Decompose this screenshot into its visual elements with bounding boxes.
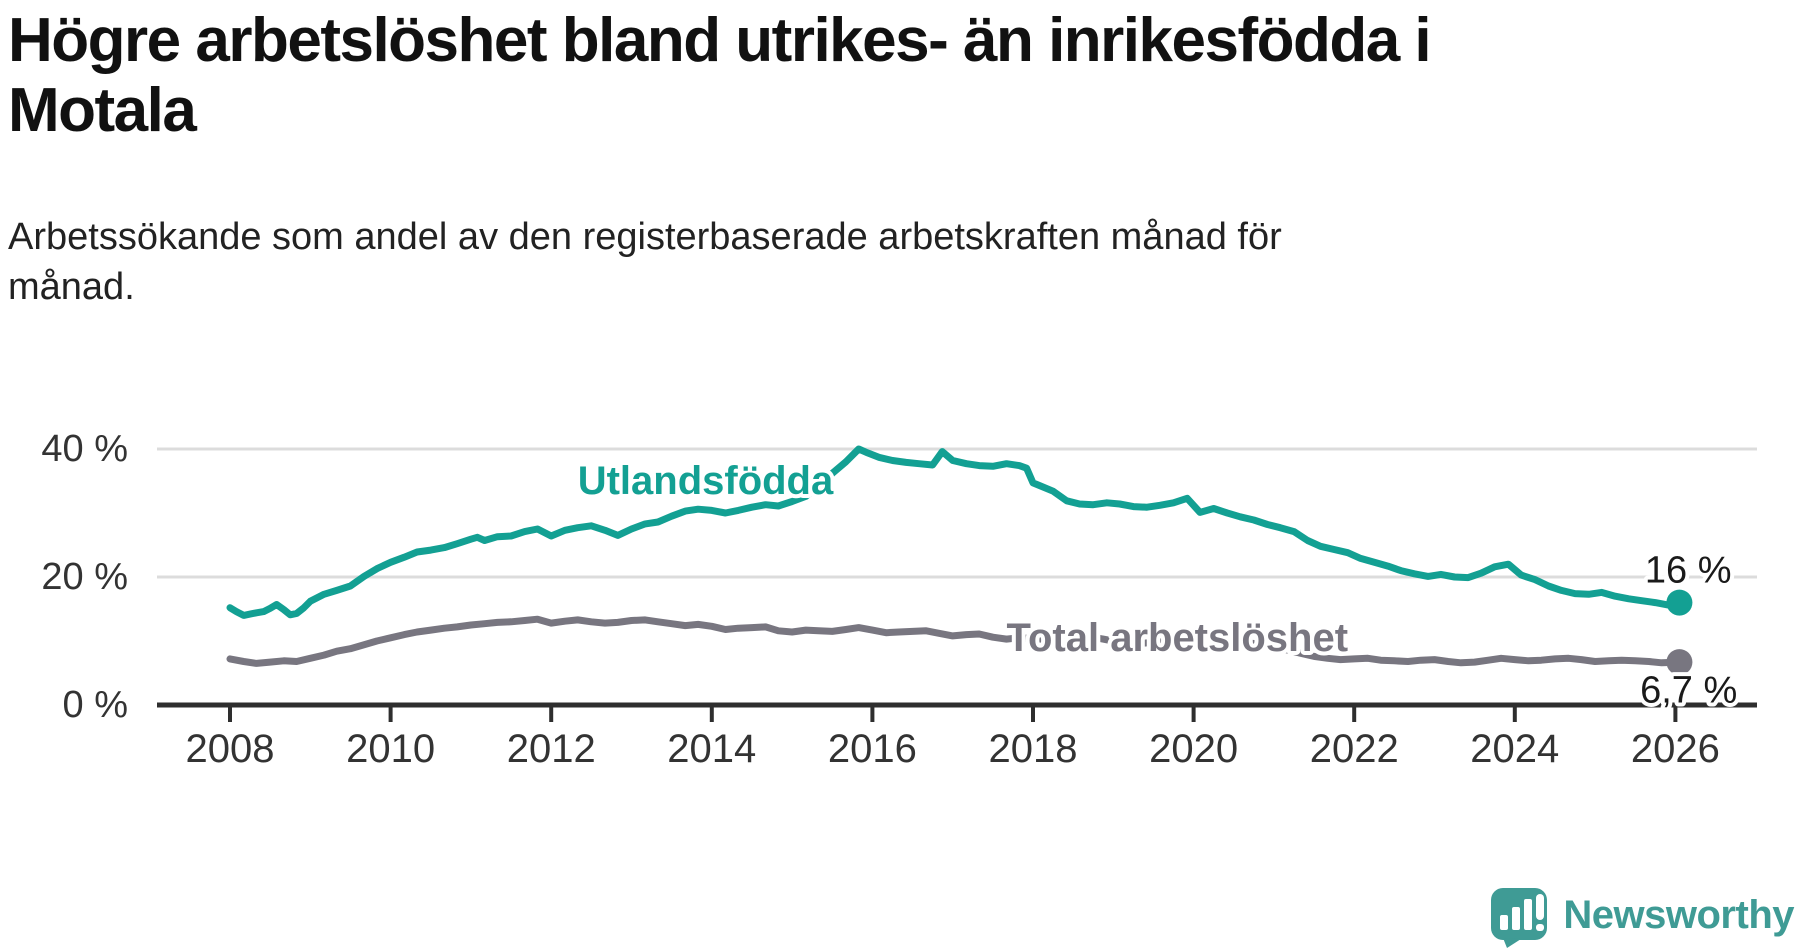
y-tick-label-20: 20 % <box>41 556 128 598</box>
logo-exclamation-stem <box>1536 894 1545 920</box>
brand-name: Newsworthy <box>1563 892 1794 937</box>
x-tick-label-2026: 2026 <box>1631 727 1720 771</box>
series-label-0: Utlandsfödda <box>578 459 834 503</box>
y-tick-label-0: 0 % <box>63 684 128 726</box>
x-tick-label-2022: 2022 <box>1310 727 1399 771</box>
page-subtitle-line-1: Arbetssökande som andel av den registerb… <box>8 216 1282 258</box>
x-tick-label-2012: 2012 <box>507 727 596 771</box>
x-tick-label-2016: 2016 <box>828 727 917 771</box>
newsworthy-brand: Newsworthy <box>1489 882 1794 948</box>
logo-bar-tall <box>1524 899 1533 930</box>
end-value-label-0: 16 % <box>1645 550 1732 592</box>
page-title-line-2: Motala <box>8 76 197 145</box>
page-title: Högre arbetslöshet bland utrikes- än inr… <box>8 6 1432 146</box>
page-title-line-1: Högre arbetslöshet bland utrikes- än inr… <box>8 6 1432 75</box>
series-line-1 <box>226 615 1683 667</box>
logo-bar-medium <box>1512 907 1521 930</box>
x-tick-label-2014: 2014 <box>667 727 756 771</box>
page-subtitle-line-2: månad. <box>8 266 135 308</box>
newsworthy-logo-icon <box>1491 888 1548 948</box>
x-tick-label-2008: 2008 <box>186 727 275 771</box>
series-label-1: Total arbetslöshet <box>1007 616 1349 660</box>
y-tick-label-40: 40 % <box>41 428 128 470</box>
page-subtitle: Arbetssökande som andel av den registerb… <box>8 212 1282 312</box>
x-tick-label-2018: 2018 <box>989 727 1078 771</box>
x-tick-label-2024: 2024 <box>1470 727 1559 771</box>
logo-exclamation-dot <box>1536 924 1545 931</box>
logo-bubble-tail <box>1503 938 1522 948</box>
series-end-dot-0 <box>1666 589 1693 616</box>
x-tick-label-2010: 2010 <box>346 727 435 771</box>
series-line-0 <box>226 445 1683 619</box>
x-tick-label-2020: 2020 <box>1149 727 1238 771</box>
logo-bar-small <box>1500 915 1509 930</box>
end-value-label-1: 6,7 % <box>1640 669 1737 711</box>
series-end-dot-1 <box>1666 649 1693 676</box>
